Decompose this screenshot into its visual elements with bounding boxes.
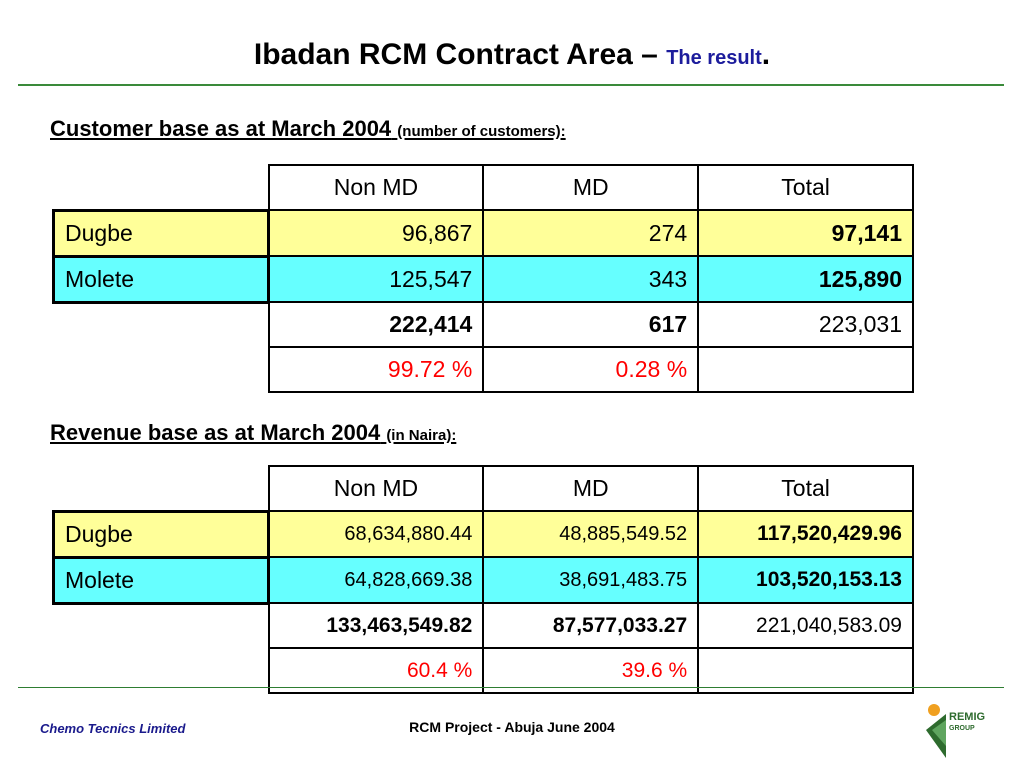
cell-non-md: 68,634,880.44 (267, 510, 485, 558)
cell-non-md: 64,828,669.38 (267, 556, 485, 604)
table-row-dugbe: Dugbe 68,634,880.44 48,885,549.52 117,52… (52, 509, 914, 559)
percent-md: 0.28 % (482, 346, 700, 393)
revenue-heading-sub: (in Naira): (386, 427, 457, 444)
percent-non-md: 60.4 % (267, 647, 485, 694)
customer-heading-text: Customer base as at March 2004 (50, 116, 392, 141)
cell-non-md: 125,547 (267, 255, 485, 303)
customer-table: Non MD MD Total Dugbe 96,867 274 97,141 … (52, 164, 914, 393)
title-main: Ibadan RCM Contract Area – (253, 38, 658, 71)
table-row-totals: 222,414 617 223,031 (54, 301, 914, 348)
cell-md: 343 (482, 255, 700, 303)
row-label-molete: Molete (52, 555, 270, 605)
percent-md: 39.6 % (482, 647, 700, 694)
cell-total: 117,520,429.96 (697, 510, 914, 558)
bottom-rule (18, 687, 1004, 688)
remig-logo (926, 704, 946, 758)
table-row-dugbe: Dugbe 96,867 274 97,141 (52, 208, 914, 258)
table-row-percents: 99.72 % 0.28 % (54, 346, 914, 393)
cell-md: 48,885,549.52 (482, 510, 700, 558)
col-header-total: Total (697, 465, 914, 512)
top-rule (18, 84, 1004, 86)
customer-heading-sub: (number of customers): (397, 123, 566, 140)
table-row-percents: 60.4 % 39.6 % (54, 647, 914, 694)
cell-md: 274 (482, 209, 700, 257)
col-header-non-md: Non MD (267, 465, 485, 512)
title-end: . (761, 38, 771, 71)
row-label-dugbe: Dugbe (52, 208, 270, 258)
customer-heading: Customer base as at March 2004 (number o… (50, 116, 566, 142)
table-header-row: Non MD MD Total (54, 465, 914, 512)
col-header-non-md: Non MD (267, 164, 485, 211)
percent-empty (697, 647, 914, 694)
table-row-totals: 133,463,549.82 87,577,033.27 221,040,583… (54, 602, 914, 649)
total-all: 223,031 (697, 301, 914, 348)
total-md: 617 (482, 301, 700, 348)
blank-cell (54, 302, 269, 347)
total-all: 221,040,583.09 (697, 602, 914, 649)
table-row-molete: Molete 125,547 343 125,890 (52, 254, 914, 304)
total-md: 87,577,033.27 (482, 602, 700, 649)
cell-total: 103,520,153.13 (697, 556, 914, 604)
corner-cell (54, 165, 269, 210)
cell-total: 97,141 (697, 209, 914, 257)
logo-text: REMIG GROUP (949, 712, 985, 734)
total-non-md: 133,463,549.82 (267, 602, 485, 649)
total-non-md: 222,414 (267, 301, 485, 348)
footer-project: RCM Project - Abuja June 2004 (409, 719, 615, 735)
revenue-heading-text: Revenue base as at March 2004 (50, 420, 381, 445)
row-label-dugbe: Dugbe (52, 509, 270, 559)
blank-cell (54, 347, 269, 392)
blank-cell (54, 603, 269, 648)
percent-non-md: 99.72 % (267, 346, 485, 393)
footer-company: Chemo Tecnics Limited (40, 721, 186, 736)
col-header-total: Total (697, 164, 914, 211)
cell-non-md: 96,867 (267, 209, 485, 257)
cell-total: 125,890 (697, 255, 914, 303)
logo-line1: REMIG (949, 711, 986, 723)
revenue-table: Non MD MD Total Dugbe 68,634,880.44 48,8… (52, 465, 914, 694)
col-header-md: MD (482, 465, 700, 512)
revenue-heading: Revenue base as at March 2004 (in Naira)… (50, 420, 456, 446)
logo-sun-icon (928, 704, 940, 716)
title-accent: The result (666, 47, 762, 69)
slide-title: Ibadan RCM Contract Area – The result. (0, 38, 1024, 72)
table-header-row: Non MD MD Total (54, 164, 914, 211)
row-label-molete: Molete (52, 254, 270, 304)
table-row-molete: Molete 64,828,669.38 38,691,483.75 103,5… (52, 555, 914, 605)
cell-md: 38,691,483.75 (482, 556, 700, 604)
col-header-md: MD (482, 164, 700, 211)
percent-empty (697, 346, 914, 393)
corner-cell (54, 466, 269, 511)
logo-line2: GROUP (949, 725, 975, 732)
